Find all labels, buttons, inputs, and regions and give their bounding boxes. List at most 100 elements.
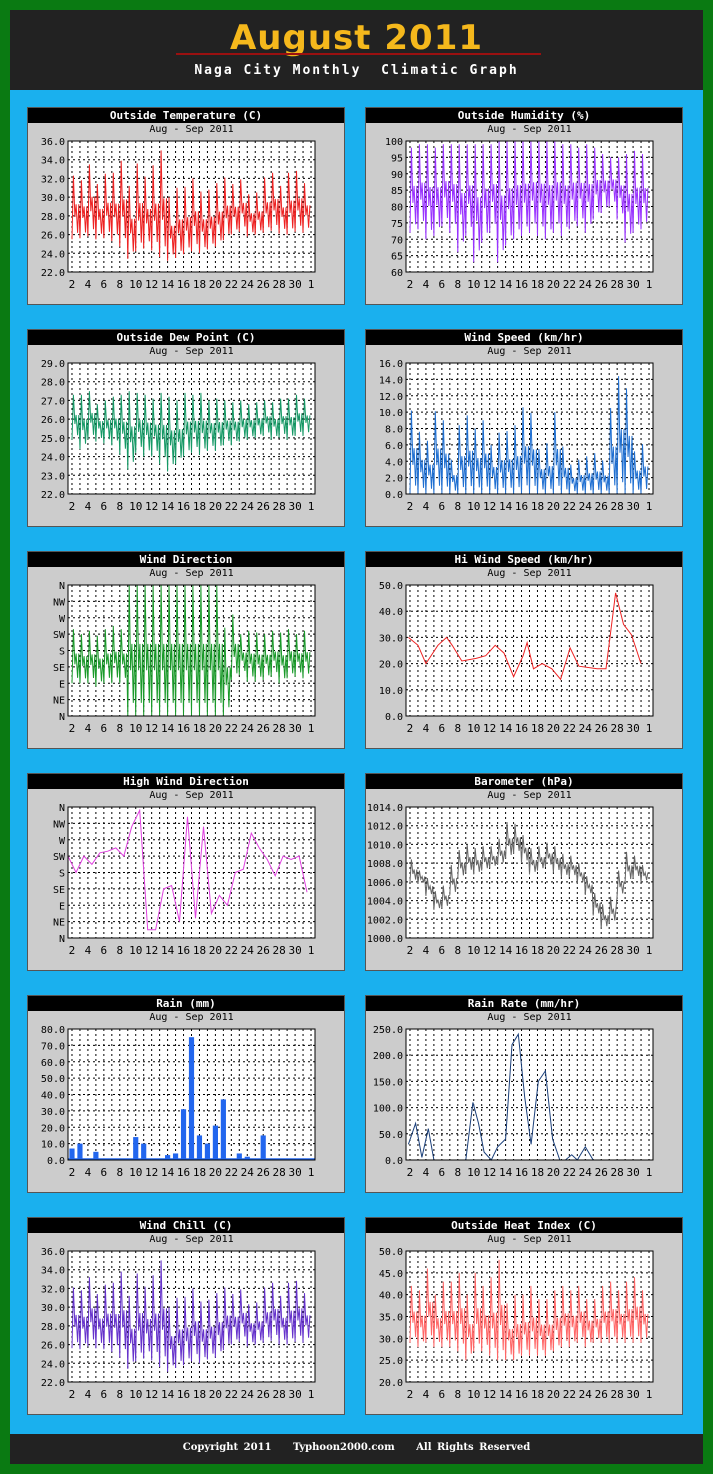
x-tick-label: 4 xyxy=(423,278,430,291)
x-tick-label: 6 xyxy=(101,1166,108,1179)
x-tick-label: 26 xyxy=(257,722,270,735)
x-tick-label: 18 xyxy=(531,278,544,291)
x-tick-label: 30 xyxy=(626,944,639,957)
x-tick-label: 1 xyxy=(308,1166,315,1179)
x-tick-label: 14 xyxy=(499,1166,513,1179)
x-tick-label: 2 xyxy=(69,500,76,513)
y-tick-label: 28.0 xyxy=(41,378,65,389)
y-tick-label: 26.0 xyxy=(41,1341,65,1352)
x-tick-label: 24 xyxy=(579,500,593,513)
x-tick-label: 8 xyxy=(454,944,461,957)
plot-border xyxy=(405,140,654,273)
x-tick-label: 26 xyxy=(595,278,608,291)
x-tick-label: 20 xyxy=(209,500,222,513)
chart-panel-10: Wind Chill (C) Aug - Sep 2011 22.0 24.0 26.0… xyxy=(27,1217,345,1415)
title-divider xyxy=(176,53,541,55)
y-tick-label: 30.0 xyxy=(379,1334,403,1345)
y-tick-label: 12.0 xyxy=(379,392,403,403)
x-tick-label: 26 xyxy=(257,278,270,291)
chart-title: Rain Rate (mm/hr) xyxy=(366,996,682,1011)
x-tick-label: 1 xyxy=(308,944,315,957)
chart-title: Outside Humidity (%) xyxy=(366,108,682,123)
x-tick-label: 18 xyxy=(193,278,206,291)
y-tick-label: 30.0 xyxy=(41,193,65,204)
x-tick-label: 26 xyxy=(257,500,270,513)
x-tick-label: 4 xyxy=(85,500,92,513)
bar xyxy=(69,1148,75,1160)
x-tick-label: 10 xyxy=(129,722,142,735)
x-tick-label: 4 xyxy=(85,1388,92,1401)
x-tick-label: 24 xyxy=(241,1166,255,1179)
y-tick-label: 40.0 xyxy=(379,1291,403,1302)
x-tick-label: 18 xyxy=(531,1388,544,1401)
x-tick-label: 30 xyxy=(288,1166,301,1179)
x-tick-label: 24 xyxy=(241,944,255,957)
x-tick-label: 26 xyxy=(257,944,270,957)
x-tick-label: 30 xyxy=(626,722,639,735)
footer-site-link[interactable]: Typhoon2000.com xyxy=(292,1442,395,1453)
x-tick-label: 1 xyxy=(646,1388,653,1401)
x-tick-label: 2 xyxy=(407,944,414,957)
x-tick-label: 30 xyxy=(626,1388,639,1401)
x-tick-label: 10 xyxy=(467,1388,480,1401)
y-tick-label: 27.0 xyxy=(41,396,65,407)
x-tick-label: 1 xyxy=(646,944,653,957)
x-tick-label: 30 xyxy=(288,278,301,291)
x-tick-label: 16 xyxy=(515,1388,528,1401)
x-tick-label: 24 xyxy=(579,944,593,957)
x-tick-label: 10 xyxy=(129,1388,142,1401)
x-tick-label: 16 xyxy=(177,1388,190,1401)
x-tick-label: 12 xyxy=(145,722,158,735)
series-line xyxy=(67,808,308,931)
x-tick-label: 18 xyxy=(193,500,206,513)
chart-title: Outside Heat Index (C) xyxy=(366,1218,682,1233)
x-tick-label: 14 xyxy=(161,944,175,957)
x-tick-label: 22 xyxy=(225,1166,238,1179)
y-tick-label: 50.0 xyxy=(379,581,403,592)
y-tick-label: 85 xyxy=(391,186,403,197)
x-tick-label: 1 xyxy=(646,500,653,513)
y-tick-label: 200.0 xyxy=(373,1051,403,1062)
y-tick-label: W xyxy=(59,614,66,625)
x-tick-label: 12 xyxy=(483,1166,496,1179)
y-tick-label: 22.0 xyxy=(41,268,65,279)
series-line xyxy=(408,592,642,681)
y-tick-label: SW xyxy=(53,852,66,863)
y-tick-label: 0.0 xyxy=(385,1156,403,1167)
y-tick-label: 36.0 xyxy=(41,1247,65,1258)
y-tick-label: NE xyxy=(53,696,65,707)
x-tick-label: 16 xyxy=(515,500,528,513)
x-tick-label: 26 xyxy=(257,1388,270,1401)
x-tick-label: 24 xyxy=(241,1388,255,1401)
y-tick-label: NE xyxy=(53,918,65,929)
series-line xyxy=(71,584,311,717)
footer: Copyright 2011 Typhoon2000.com All Right… xyxy=(10,1434,703,1464)
y-tick-label: 45.0 xyxy=(379,1269,403,1280)
y-tick-label: 50.0 xyxy=(379,1247,403,1258)
x-tick-label: 22 xyxy=(563,722,576,735)
chart-subtitle: Aug - Sep 2011 xyxy=(487,790,571,801)
x-tick-label: 28 xyxy=(273,1388,286,1401)
chart-panel-1: Outside Humidity (%) Aug - Sep 2011 60 65 70… xyxy=(365,107,683,305)
y-tick-label: 60 xyxy=(391,268,403,279)
y-tick-label: S xyxy=(59,869,65,880)
series-line xyxy=(409,376,649,495)
x-tick-label: 22 xyxy=(225,1388,238,1401)
x-tick-label: 10 xyxy=(467,1166,480,1179)
chart-panel-11: Outside Heat Index (C) Aug - Sep 2011 20.0… xyxy=(365,1217,683,1415)
x-tick-label: 2 xyxy=(69,722,76,735)
x-tick-label: 24 xyxy=(579,1166,593,1179)
x-tick-label: 20 xyxy=(209,722,222,735)
x-tick-label: 4 xyxy=(85,1166,92,1179)
y-tick-label: 36.0 xyxy=(41,137,65,148)
x-tick-label: 26 xyxy=(595,500,608,513)
footer-rights: All Rights Reserved xyxy=(416,1442,531,1453)
x-tick-label: 10 xyxy=(467,944,480,957)
y-tick-label: 60.0 xyxy=(41,1058,65,1069)
x-tick-label: 2 xyxy=(407,1388,414,1401)
y-tick-label: 50.0 xyxy=(379,1130,403,1141)
x-tick-label: 20 xyxy=(547,278,560,291)
x-tick-label: 6 xyxy=(439,500,446,513)
y-tick-label: 30.0 xyxy=(41,1303,65,1314)
